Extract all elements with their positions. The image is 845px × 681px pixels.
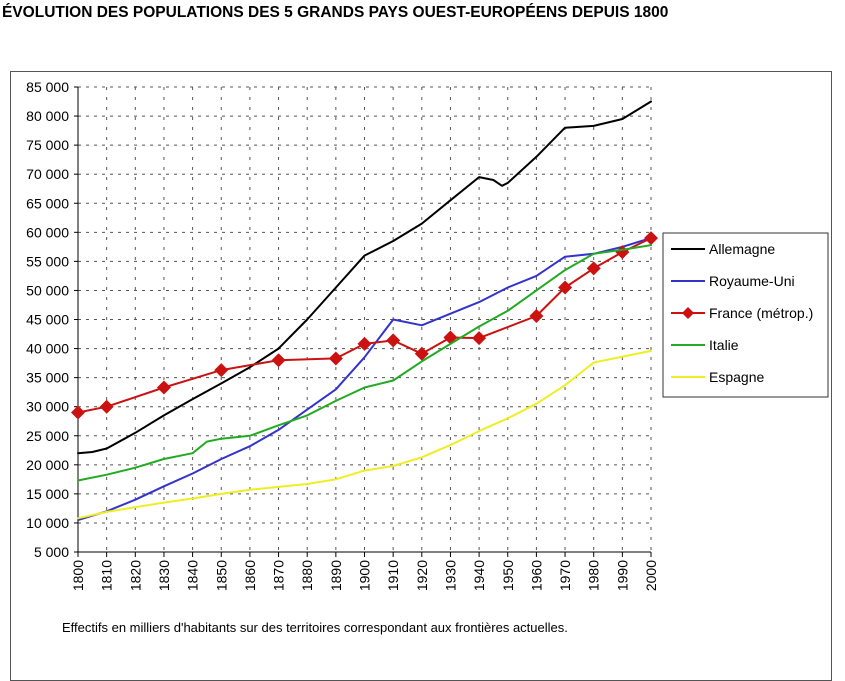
chart-note: Effectifs en milliers d'habitants sur de… — [62, 620, 568, 635]
x-tick-label: 1860 — [242, 560, 258, 591]
y-tick-label: 10 000 — [26, 515, 69, 531]
x-tick-label: 1810 — [99, 560, 115, 591]
data-point-marker — [529, 309, 544, 324]
y-tick-label: 80 000 — [26, 108, 69, 124]
data-point-marker — [71, 405, 85, 420]
series-line-France (métrop.) — [77, 237, 652, 414]
x-tick-label: 1800 — [70, 560, 86, 591]
x-tick-label: 2000 — [643, 560, 659, 591]
data-point-marker — [586, 261, 601, 276]
x-tick-label: 1880 — [299, 560, 315, 591]
y-tick-label: 15 000 — [26, 486, 69, 502]
x-tick-label: 1930 — [442, 560, 458, 591]
data-point-marker — [644, 231, 658, 246]
y-tick-label: 75 000 — [26, 137, 69, 153]
data-point-marker — [156, 380, 171, 395]
data-point-marker — [443, 330, 458, 345]
y-tick-label: 25 000 — [26, 428, 69, 444]
data-point-marker — [328, 351, 343, 366]
x-tick-label: 1950 — [500, 560, 516, 591]
legend-label: Allemagne — [709, 241, 775, 257]
y-tick-label: 50 000 — [26, 282, 69, 298]
data-point-marker — [271, 353, 286, 368]
x-tick-label: 1970 — [557, 560, 573, 591]
x-tick-label: 1820 — [127, 560, 143, 591]
chart-title: ÉVOLUTION DES POPULATIONS DES 5 GRANDS P… — [2, 4, 669, 21]
series-line-Espagne — [77, 349, 652, 520]
x-tick-label: 1990 — [614, 560, 630, 591]
y-tick-label: 65 000 — [26, 195, 69, 211]
x-tick-label: 1870 — [271, 560, 287, 591]
y-tick-label: 20 000 — [26, 457, 69, 473]
x-tick-label: 1890 — [328, 560, 344, 591]
legend-label: Royaume-Uni — [709, 273, 795, 289]
x-tick-label: 1980 — [586, 560, 602, 591]
x-tick-label: 1900 — [357, 560, 373, 591]
legend-label: France (métrop.) — [709, 305, 813, 321]
x-tick-label: 1960 — [528, 560, 544, 591]
y-tick-label: 5 000 — [34, 544, 69, 560]
data-point-marker — [472, 331, 487, 346]
y-tick-label: 60 000 — [26, 224, 69, 240]
x-tick-label: 1920 — [414, 560, 430, 591]
legend: Allemagne Royaume-Uni France (métrop.) Ital… — [662, 232, 829, 398]
x-tick-label: 1940 — [471, 560, 487, 591]
legend-label: Italie — [709, 337, 739, 353]
y-tick-label: 30 000 — [26, 399, 69, 415]
y-tick-label: 85 000 — [26, 79, 69, 95]
legend-marker — [682, 307, 694, 319]
series-line-Allemagne — [77, 100, 652, 455]
y-tick-label: 55 000 — [26, 253, 69, 269]
y-tick-label: 70 000 — [26, 166, 69, 182]
series-line-Royaume-Uni — [77, 237, 652, 521]
x-tick-label: 1830 — [156, 560, 172, 591]
data-point-marker — [386, 333, 401, 348]
x-tick-label: 1850 — [213, 560, 229, 591]
y-tick-label: 35 000 — [26, 370, 69, 386]
x-tick-label: 1840 — [185, 560, 201, 591]
y-tick-label: 40 000 — [26, 341, 69, 357]
data-point-marker — [414, 346, 429, 361]
data-point-marker — [357, 336, 372, 351]
data-point-marker — [214, 363, 229, 378]
x-tick-label: 1910 — [385, 560, 401, 591]
series-line-Italie — [77, 244, 652, 482]
legend-label: Espagne — [709, 369, 764, 385]
data-point-marker — [99, 399, 114, 414]
y-tick-label: 45 000 — [26, 312, 69, 328]
data-point-marker — [558, 280, 573, 295]
